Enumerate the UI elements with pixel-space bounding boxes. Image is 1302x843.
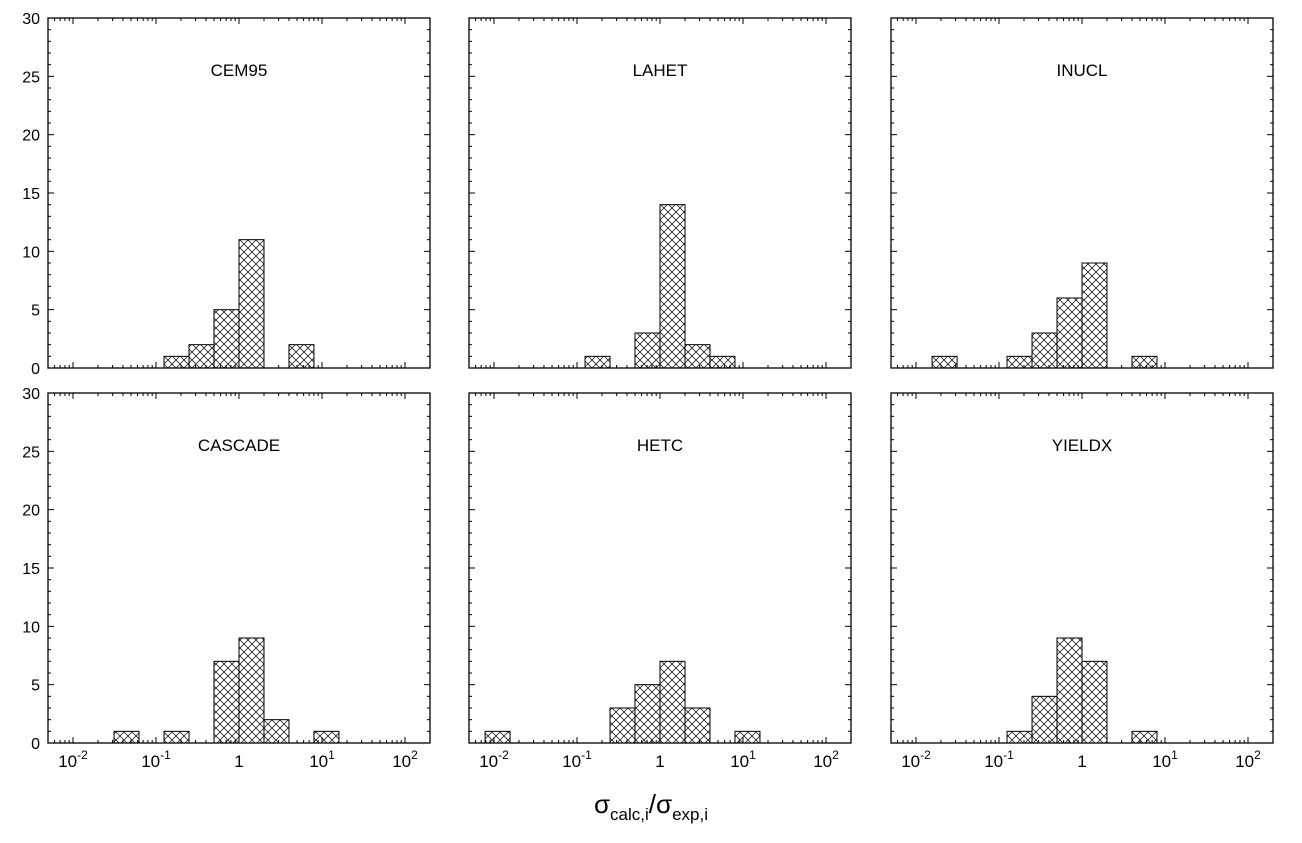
x-tick-label: 101 — [1152, 748, 1178, 771]
x-tick-label: 10-2 — [479, 748, 509, 771]
histogram-bar — [634, 332, 661, 369]
x-tick-label: 10-1 — [984, 748, 1014, 771]
histogram-bar — [163, 730, 190, 744]
histogram-bar — [684, 707, 711, 744]
y-tick-label: 10 — [22, 619, 40, 636]
histogram-bar — [684, 344, 711, 369]
histogram-bar — [213, 309, 240, 369]
histogram-bar — [238, 239, 265, 369]
svg-text:σcalc,i/σexp,i: σcalc,i/σexp,i — [594, 789, 708, 824]
y-tick-label: 15 — [22, 186, 40, 203]
histogram-bar — [1056, 637, 1083, 744]
y-tick-label: 20 — [22, 128, 40, 145]
histogram-bar — [1031, 332, 1058, 369]
histogram-panels: 0 5 10 15 20 25 30 CEM95 LAHET INUCL 0 5 10 15 20 25 30 1… — [22, 11, 1274, 771]
y-tick-label: 25 — [22, 444, 40, 461]
histogram-bar — [609, 707, 636, 744]
panel-yieldx: 10-2 10-1 1 101 102 YIELDX — [890, 392, 1274, 771]
panel-title: HETC — [637, 436, 683, 455]
x-tick-label: 1 — [234, 752, 243, 771]
y-tick-label: 5 — [31, 303, 40, 320]
panel-hetc: 10-2 10-1 1 101 102 HETC — [468, 392, 852, 771]
histogram-bar — [1031, 695, 1058, 744]
y-tick-label: 10 — [22, 244, 40, 261]
x-tick-label: 1 — [655, 752, 664, 771]
y-tick-label: 30 — [22, 386, 40, 403]
x-tick-label: 102 — [813, 748, 839, 771]
x-axis-title-slash: / — [649, 789, 657, 819]
histogram-bar — [1056, 297, 1083, 369]
histogram-bar — [484, 730, 511, 744]
histogram-bar — [213, 660, 240, 744]
panel-lahet: LAHET — [468, 17, 852, 369]
histogram-bar — [163, 355, 190, 369]
x-tick-label: 10-1 — [562, 748, 592, 771]
histogram-bar — [931, 355, 958, 369]
x-tick-label: 101 — [309, 748, 335, 771]
x-tick-label: 102 — [392, 748, 418, 771]
y-tick-label: 30 — [22, 11, 40, 28]
x-tick-label: 10-2 — [58, 748, 88, 771]
x-axis-title-subscript-exp: exp,i — [672, 805, 708, 824]
panel-title: LAHET — [633, 61, 688, 80]
panel-inucl: INUCL — [890, 17, 1274, 369]
histogram-bar — [188, 344, 215, 369]
x-tick-label: 10-1 — [141, 748, 171, 771]
histogram-bar — [113, 730, 140, 744]
histogram-bar — [709, 355, 736, 369]
panel-title: INUCL — [1056, 61, 1107, 80]
x-axis-title-subscript-calc: calc,i — [610, 805, 649, 824]
panel-title: YIELDX — [1052, 436, 1112, 455]
histogram-bar — [238, 637, 265, 744]
x-tick-label: 1 — [1077, 752, 1086, 771]
x-axis-title: σcalc,i/σexp,i — [594, 789, 708, 824]
histogram-bar — [634, 684, 661, 744]
x-axis-title-sigma-2: σ — [656, 789, 672, 819]
panel-title: CEM95 — [211, 61, 268, 80]
panel-cascade: 0 5 10 15 20 25 30 10-2 10-1 1 101 102 CASCADE — [22, 386, 431, 771]
histogram-bar — [1081, 262, 1108, 369]
panel-title: CASCADE — [198, 436, 280, 455]
histogram-bar — [659, 204, 686, 369]
y-tick-label: 20 — [22, 503, 40, 520]
y-tick-label: 0 — [31, 361, 40, 378]
histogram-bar — [1131, 730, 1158, 744]
histogram-bar — [1131, 355, 1158, 369]
histogram-bar — [659, 660, 686, 744]
y-tick-label: 25 — [22, 69, 40, 86]
x-tick-label: 10-2 — [901, 748, 931, 771]
y-tick-label: 5 — [31, 678, 40, 695]
x-tick-label: 102 — [1235, 748, 1261, 771]
histogram-bar — [1006, 730, 1033, 744]
x-axis-title-sigma-1: σ — [594, 789, 610, 819]
panel-cem95: 0 5 10 15 20 25 30 CEM95 — [22, 11, 431, 378]
histogram-bar — [1006, 355, 1033, 369]
histogram-bar — [288, 344, 315, 369]
histogram-bar — [584, 355, 611, 369]
x-tick-label: 101 — [730, 748, 756, 771]
y-tick-label: 15 — [22, 561, 40, 578]
y-tick-label: 0 — [31, 736, 40, 753]
histogram-bar — [1081, 660, 1108, 744]
histogram-bar — [263, 719, 290, 744]
